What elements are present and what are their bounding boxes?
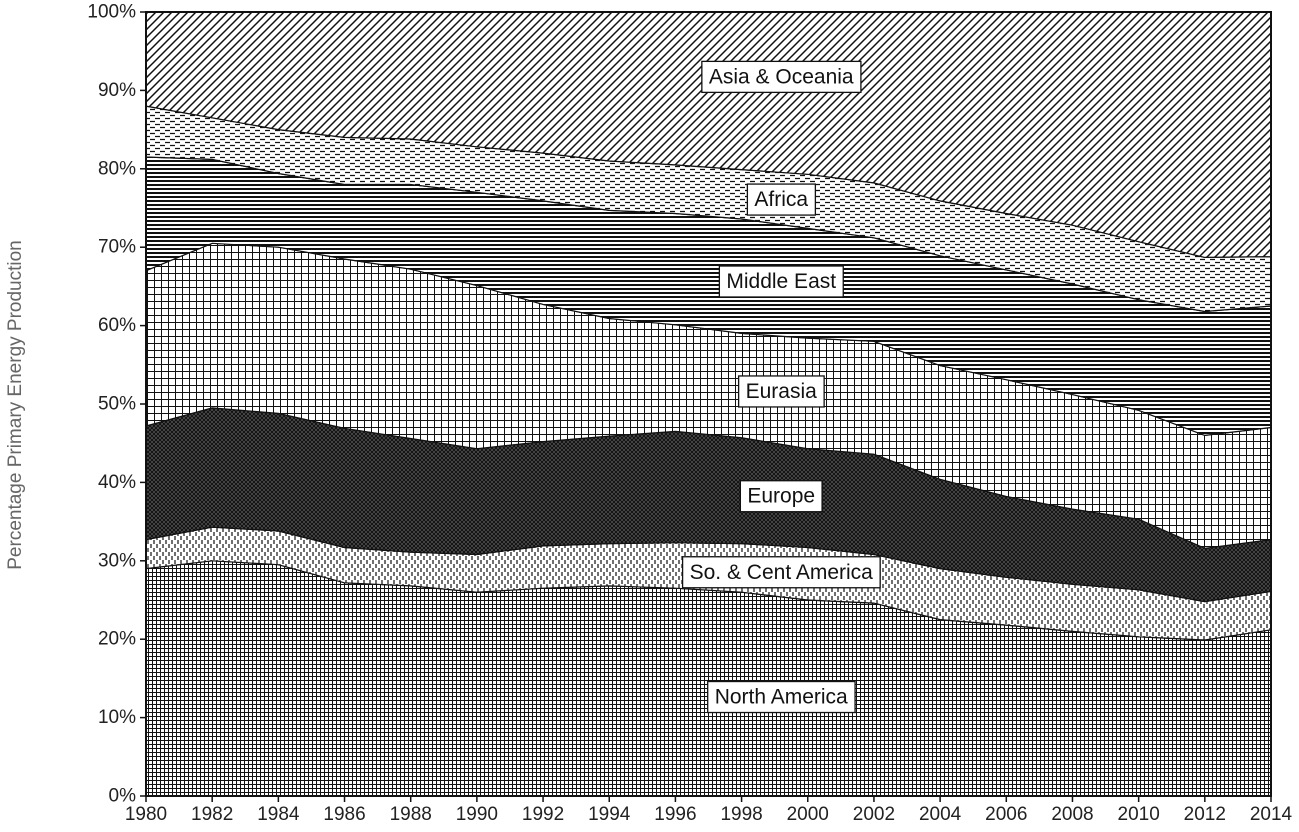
- label-text-africa: Africa: [754, 188, 808, 211]
- x-tick-label: 2004: [919, 804, 962, 825]
- label-africa: Africa: [746, 183, 817, 216]
- label-middle-east: Middle East: [718, 265, 844, 298]
- y-tick-label: 60%: [98, 315, 136, 336]
- label-europe: Europe: [739, 480, 823, 513]
- x-tick-label: 2002: [853, 804, 895, 825]
- label-text-so-cent-america: So. & Cent America: [690, 561, 874, 584]
- label-so-cent-america: So. & Cent America: [681, 556, 881, 589]
- x-tick-label: 1996: [654, 804, 696, 825]
- label-asia-oceania: Asia & Oceania: [701, 60, 862, 94]
- y-tick-label: 80%: [98, 158, 136, 179]
- y-tick-label: 90%: [98, 80, 136, 101]
- label-box-eurasia: [737, 375, 825, 408]
- x-tick-label: 2006: [985, 804, 1027, 825]
- x-tick-label: 2012: [1184, 804, 1226, 825]
- area-layer: [145, 11, 1272, 797]
- x-tick-label: 1986: [323, 804, 365, 825]
- label-box-so-cent-america: [681, 556, 881, 589]
- x-tick-label: 1982: [191, 804, 233, 825]
- label-north-america: North America: [707, 680, 856, 714]
- x-tick-label: 1998: [720, 804, 762, 825]
- label-text-asia-oceania: Asia & Oceania: [709, 65, 854, 88]
- x-tick-label: 2010: [1118, 804, 1160, 825]
- label-text-europe: Europe: [747, 485, 815, 508]
- y-tick-label: 0%: [109, 786, 137, 807]
- region-labels: North America So. & Cent America Europe Eur…: [681, 60, 881, 714]
- label-box-asia-oceania: [701, 60, 862, 94]
- label-box-middle-east: [718, 265, 844, 298]
- y-axis-label: Percentage Primary Energy Production: [5, 240, 26, 570]
- y-tick-label: 40%: [98, 472, 136, 493]
- axes: 0% 10% 20% 30% 40% 50% 60% 70% 80% 90% 100% 1980 198…: [87, 2, 1292, 826]
- label-box-africa: [746, 183, 817, 216]
- y-tick-label: 20%: [98, 629, 136, 650]
- y-tick-label: 10%: [98, 707, 136, 728]
- x-tick-label: 1990: [456, 804, 498, 825]
- x-tick-label: 2014: [1250, 804, 1293, 825]
- label-text-middle-east: Middle East: [726, 270, 836, 293]
- x-tick-label: 1980: [125, 804, 167, 825]
- x-tick-label: 1994: [588, 804, 631, 825]
- y-tick-label: 50%: [98, 394, 136, 415]
- label-box-north-america: [707, 680, 856, 714]
- x-tick-label: 2008: [1051, 804, 1093, 825]
- label-text-eurasia: Eurasia: [746, 380, 818, 403]
- y-tick-label: 70%: [98, 237, 136, 258]
- y-tick-label: 30%: [98, 550, 136, 571]
- x-tick-label: 1992: [522, 804, 564, 825]
- x-tick-label: 1984: [257, 804, 300, 825]
- label-text-north-america: North America: [715, 686, 848, 709]
- label-box-europe: [739, 480, 823, 513]
- x-tick-label: 1988: [390, 804, 432, 825]
- x-tick-label: 2000: [787, 804, 829, 825]
- y-tick-label: 100%: [87, 2, 136, 23]
- label-eurasia: Eurasia: [737, 375, 825, 408]
